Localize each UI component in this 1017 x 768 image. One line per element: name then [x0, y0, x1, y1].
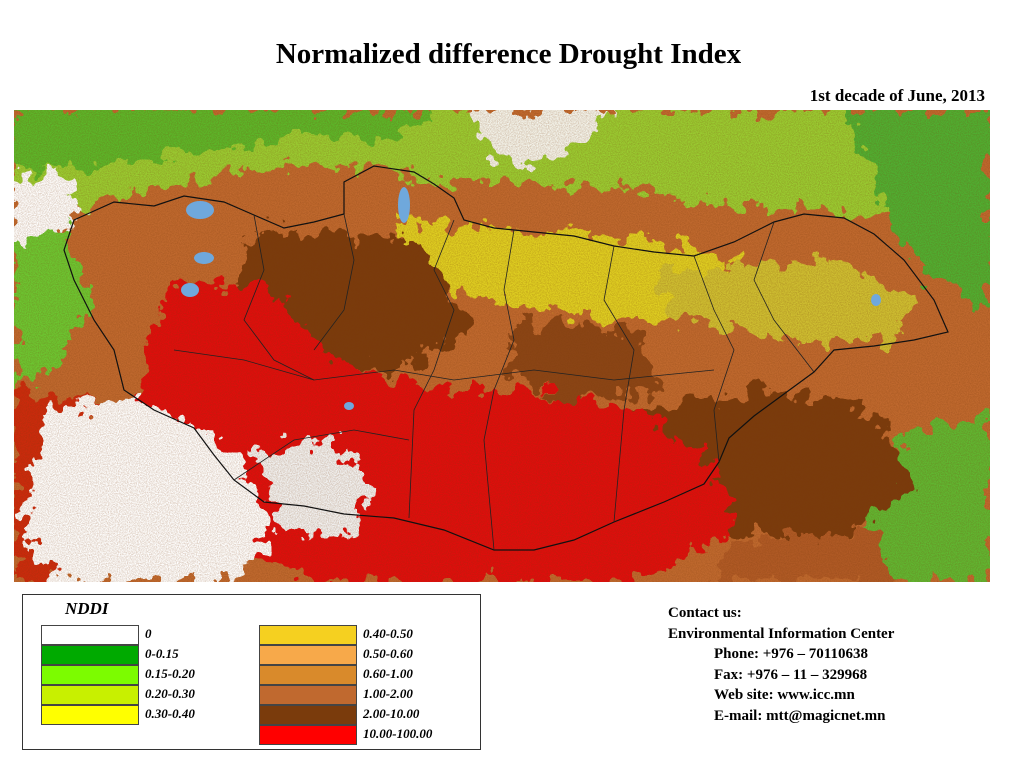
legend-swatch	[41, 625, 139, 645]
legend-label: 0	[145, 626, 152, 641]
mongolia-border	[63, 165, 949, 551]
legend-label: 0.40-0.50	[363, 626, 413, 641]
legend-swatch	[41, 685, 139, 705]
contact-org: Environmental Information Center	[668, 625, 895, 642]
legend-swatch	[259, 685, 357, 705]
legend-swatch	[259, 645, 357, 665]
contact-phone: Phone: +976 – 70110638	[714, 646, 868, 662]
legend-label: 2.00-10.00	[363, 706, 420, 721]
legend-swatch	[259, 665, 357, 685]
legend-title: NDDI	[65, 599, 109, 618]
map-subtitle: 1st decade of June, 2013	[809, 86, 985, 105]
legend-label: 0.30-0.40	[145, 706, 195, 721]
legend-swatch	[259, 625, 357, 645]
contact-block: Contact us: Environmental Information Ce…	[668, 603, 894, 726]
legend-swatch	[41, 705, 139, 725]
lake-uvs	[186, 201, 214, 219]
province-borders	[173, 213, 815, 551]
legend: NDDI 0 0-0.15 0.15-0.20 0.20-0.30 0.30-0.40 0…	[22, 594, 481, 750]
contact-heading: Contact us:	[668, 605, 742, 621]
lake-khyargas	[194, 252, 214, 264]
lake-small	[344, 402, 354, 410]
lake-khuvsgul	[398, 187, 410, 223]
legend-label: 1.00-2.00	[363, 686, 413, 701]
legend-swatch	[41, 665, 139, 685]
map-title: Normalized difference Drought Index	[275, 38, 742, 70]
lake-buir	[871, 294, 881, 306]
legend-label: 0.15-0.20	[145, 666, 195, 681]
legend-label: 0.50-0.60	[363, 646, 413, 661]
lake-khar-us	[181, 283, 199, 297]
legend-label: 0.20-0.30	[145, 686, 195, 701]
legend-label: 0-0.15	[145, 646, 179, 661]
drought-map	[14, 110, 990, 582]
contact-website[interactable]: Web site: www.icc.mn	[714, 687, 855, 703]
legend-label: 0.60-1.00	[363, 666, 413, 681]
legend-label: 10.00-100.00	[363, 726, 433, 741]
legend-swatch	[259, 725, 357, 745]
contact-fax: Fax: +976 – 11 – 329968	[714, 666, 868, 683]
contact-email[interactable]: E-mail: mtt@magicnet.mn	[714, 707, 886, 724]
legend-swatch	[41, 645, 139, 665]
legend-swatch	[259, 705, 357, 725]
